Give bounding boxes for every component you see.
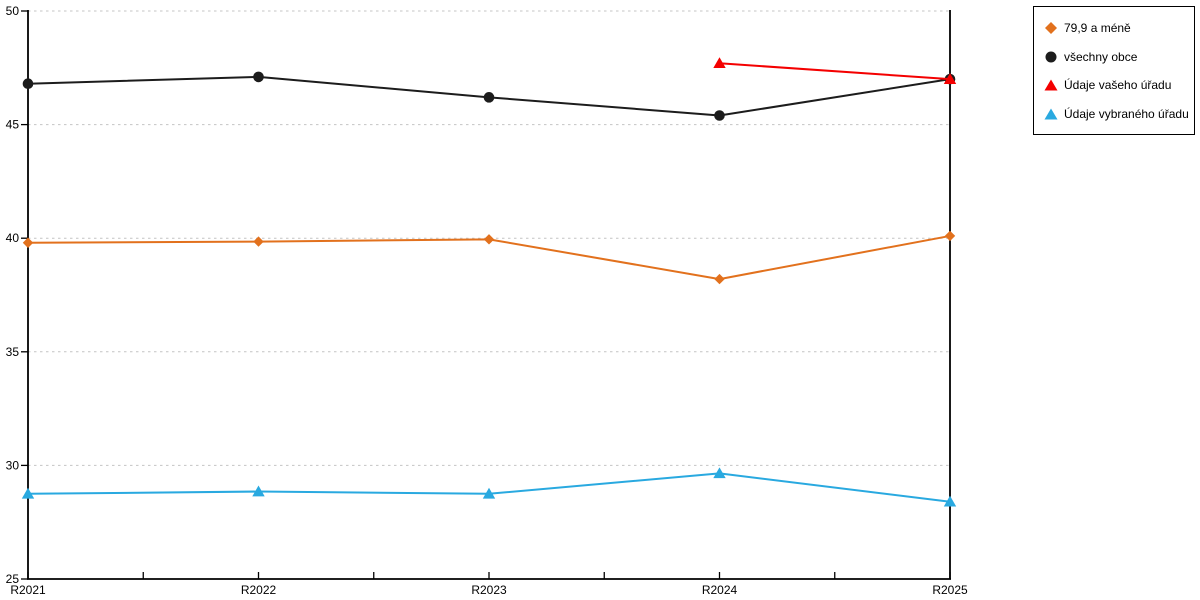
series-3-marker-triangle (21, 487, 35, 499)
legend-item-2: Údaje vašeho úřadu (1043, 71, 1190, 100)
series-1-marker-circle (714, 110, 725, 121)
x-axis-tick-label: R2024 (702, 583, 738, 597)
legend-item-3: Údaje vybraného úřadu (1043, 100, 1190, 129)
series-0-marker-diamond (483, 234, 495, 245)
triangle-icon (1044, 79, 1058, 91)
series-0-marker-diamond (253, 236, 264, 247)
y-axis-tick-label: 40 (6, 231, 20, 245)
triangle-icon (1044, 108, 1058, 120)
y-axis-tick-label: 35 (6, 345, 20, 359)
series-1-marker-circle (22, 78, 34, 90)
x-axis-tick-label: R2023 (471, 583, 507, 597)
series-line-2 (719, 62, 951, 81)
series-0-marker-diamond (714, 273, 725, 285)
series-1-marker-circle (253, 71, 264, 83)
legend-label: 79,9 a méně (1064, 21, 1131, 36)
y-axis-tick-label: 50 (6, 4, 20, 18)
y-axis-tick-label: 25 (6, 572, 20, 586)
x-axis-tick-label: R2021 (10, 583, 46, 597)
series-0-marker-diamond (944, 230, 956, 242)
legend-label: Údaje vašeho úřadu (1064, 78, 1172, 93)
legend-item-1: všechny obce (1043, 43, 1190, 72)
legend: 79,9 a méně všechny obce Údaje vašeho úřad… (1033, 6, 1195, 135)
legend-label: všechny obce (1064, 49, 1138, 64)
series-3-marker-triangle (943, 495, 957, 507)
series-2-marker-triangle (943, 73, 957, 84)
x-axis-tick-label: R2022 (241, 583, 277, 597)
legend-item-0: 79,9 a méně (1043, 14, 1190, 43)
legend-label: Údaje vybraného úřadu (1064, 106, 1189, 121)
series-2-marker-triangle (713, 57, 726, 69)
y-axis-tick-label: 30 (6, 458, 20, 472)
series-1-marker-circle (483, 92, 495, 103)
series-0-marker-diamond (22, 237, 34, 248)
y-axis-tick-label: 45 (6, 118, 20, 132)
series-3-marker-triangle (713, 467, 726, 479)
diamond-icon (1045, 22, 1057, 35)
series-3-marker-triangle (252, 485, 265, 497)
series-3-marker-triangle (482, 487, 496, 499)
x-axis-tick-label: R2025 (932, 583, 968, 597)
circle-icon (1045, 51, 1057, 63)
